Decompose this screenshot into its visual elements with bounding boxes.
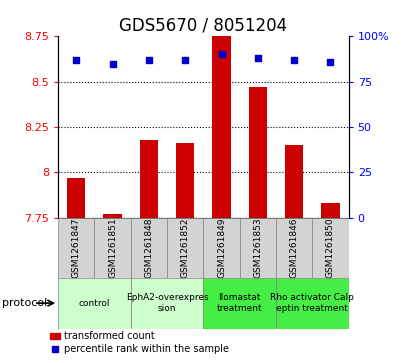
Point — [218, 52, 225, 57]
Text: GSM1261846: GSM1261846 — [290, 217, 299, 278]
Bar — [249, 87, 267, 218]
Bar — [203, 278, 276, 329]
Text: control: control — [79, 299, 110, 307]
Point — [109, 61, 116, 66]
Text: protocol: protocol — [2, 298, 47, 308]
Text: EphA2-overexpres
sion: EphA2-overexpres sion — [126, 293, 208, 313]
Bar — [176, 143, 194, 218]
Bar — [167, 218, 203, 278]
Bar — [58, 278, 131, 329]
Text: GSM1261847: GSM1261847 — [72, 217, 81, 278]
Text: GSM1261853: GSM1261853 — [253, 217, 262, 278]
Bar — [203, 218, 240, 278]
Bar — [276, 278, 349, 329]
Bar — [312, 218, 349, 278]
Bar — [131, 218, 167, 278]
Bar — [131, 278, 203, 329]
Bar — [103, 214, 122, 218]
Bar — [212, 13, 231, 218]
Text: Rho activator Calp
eptin treatment: Rho activator Calp eptin treatment — [270, 293, 354, 313]
Text: GSM1261850: GSM1261850 — [326, 217, 335, 278]
Text: GSM1261849: GSM1261849 — [217, 217, 226, 278]
Text: Ilomastat
treatment: Ilomastat treatment — [217, 293, 262, 313]
Text: GSM1261851: GSM1261851 — [108, 217, 117, 278]
Bar — [276, 218, 312, 278]
Point — [73, 57, 80, 63]
Legend: transformed count, percentile rank within the sample: transformed count, percentile rank withi… — [46, 327, 233, 358]
Text: GSM1261852: GSM1261852 — [181, 217, 190, 278]
Point — [146, 57, 152, 63]
Bar — [95, 218, 131, 278]
Bar — [67, 178, 85, 218]
Point — [182, 57, 188, 63]
Bar — [321, 203, 339, 218]
Bar — [140, 140, 158, 218]
Point — [327, 59, 334, 65]
Bar — [285, 145, 303, 218]
Bar — [240, 218, 276, 278]
Point — [254, 55, 261, 61]
Text: GSM1261848: GSM1261848 — [144, 217, 154, 278]
Bar — [58, 218, 95, 278]
Point — [291, 57, 298, 63]
Title: GDS5670 / 8051204: GDS5670 / 8051204 — [119, 17, 288, 35]
